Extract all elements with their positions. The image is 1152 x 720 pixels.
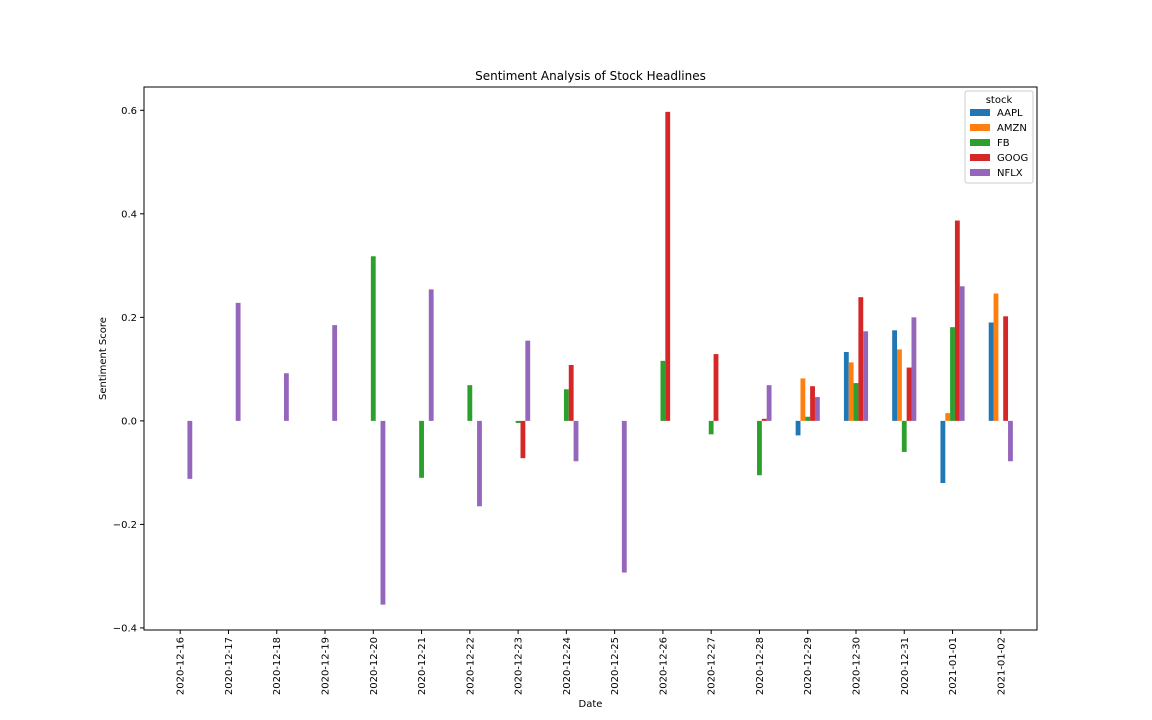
legend-swatch-goog [970, 154, 990, 161]
chart-title: Sentiment Analysis of Stock Headlines [475, 69, 706, 83]
legend-label-aapl: AAPL [997, 108, 1023, 119]
legend-items: AAPL AMZN FB GOOG NFLX [970, 108, 1028, 179]
bar-nflx-2020-12-18 [283, 373, 289, 421]
bar-goog-2020-12-30 [858, 297, 864, 421]
y-tick-label: −0.2 [113, 520, 137, 531]
bar-nflx-2020-12-22 [477, 420, 482, 507]
bar-nflx-2021-01-02 [1008, 420, 1013, 462]
x-tick-label: 2020-12-22 [465, 637, 476, 695]
x-tick-label: 2020-12-24 [562, 637, 573, 695]
legend-title: stock [986, 95, 1013, 106]
y-tick-label: 0.2 [121, 313, 137, 324]
bar-amzn-2020-12-30 [848, 362, 854, 421]
bar-nflx-2020-12-16 [187, 420, 193, 479]
legend-label-nflx: NFLX [997, 168, 1023, 179]
x-tick-label: 2020-12-29 [803, 637, 814, 695]
bar-fb-2020-12-24 [563, 389, 569, 421]
x-tick-label: 2020-12-28 [755, 637, 766, 695]
bar-goog-2020-12-24 [568, 364, 574, 421]
bars-layer [187, 111, 1013, 605]
bar-goog-2020-12-29 [810, 386, 815, 421]
x-tick-label: 2020-12-31 [900, 637, 911, 695]
legend-swatch-aapl [970, 109, 990, 116]
bar-aapl-2021-01-01 [940, 420, 946, 483]
bar-amzn-2021-01-01 [945, 413, 951, 421]
bar-nflx-2020-12-19 [332, 325, 338, 421]
bar-nflx-2020-12-31 [911, 317, 917, 421]
bar-nflx-2020-12-17 [235, 302, 241, 421]
bar-nflx-2020-12-20 [380, 420, 386, 605]
legend-swatch-nflx [970, 169, 990, 176]
bar-goog-2021-01-01 [954, 220, 960, 421]
x-tick-label: 2020-12-30 [851, 637, 862, 695]
legend-swatch-amzn [970, 124, 990, 131]
x-tick-label: 2020-12-26 [658, 637, 669, 695]
x-axis: 2020-12-16 2020-12-17 2020-12-18 2020-12-19… [176, 630, 1007, 695]
legend-label-fb: FB [997, 138, 1010, 149]
x-tick-label: 2021-01-02 [996, 637, 1007, 695]
legend: stock AAPL AMZN FB GOOG NFLX [964, 90, 1034, 184]
y-tick-label: 0.0 [121, 416, 137, 427]
bar-nflx-2020-12-25 [621, 420, 627, 573]
bar-goog-2021-01-02 [1003, 316, 1009, 421]
bar-nflx-2020-12-30 [863, 331, 869, 421]
bar-fb-2020-12-30 [853, 383, 859, 421]
bar-nflx-2020-12-28 [766, 385, 772, 421]
y-tick-label: −0.4 [113, 623, 137, 634]
bar-nflx-2020-12-29 [814, 397, 820, 421]
bar-fb-2020-12-20 [370, 256, 376, 421]
bar-aapl-2020-12-29 [795, 420, 801, 436]
bar-fb-2020-12-27 [708, 420, 714, 435]
bar-fb-2020-12-31 [901, 420, 907, 452]
bar-fb-2020-12-22 [467, 385, 473, 421]
bar-goog-2020-12-31 [906, 367, 912, 421]
bar-fb-2020-12-26 [660, 360, 666, 421]
bar-nflx-2020-12-24 [573, 420, 579, 462]
bar-fb-2021-01-01 [950, 327, 955, 421]
bar-fb-2020-12-21 [419, 420, 424, 478]
bar-nflx-2021-01-01 [959, 286, 965, 421]
y-axis: −0.4 −0.2 0.0 0.2 0.4 0.6 [113, 106, 144, 634]
bar-goog-2020-12-28 [761, 418, 767, 421]
bar-fb-2020-12-29 [805, 416, 811, 421]
x-tick-label: 2020-12-21 [417, 637, 428, 695]
y-tick-label: 0.4 [121, 209, 137, 220]
bar-amzn-2021-01-02 [993, 293, 999, 421]
legend-swatch-fb [970, 139, 990, 146]
bar-aapl-2020-12-30 [843, 352, 849, 421]
bar-amzn-2020-12-31 [897, 349, 902, 421]
x-axis-label: Date [579, 699, 603, 710]
bar-fb-2020-12-28 [757, 420, 762, 476]
x-tick-label: 2020-12-17 [224, 637, 235, 695]
bar-aapl-2021-01-02 [988, 322, 994, 421]
bar-nflx-2020-12-21 [428, 289, 434, 421]
x-tick-label: 2021-01-01 [948, 637, 959, 695]
x-tick-label: 2020-12-16 [176, 637, 187, 695]
bar-goog-2020-12-23 [520, 420, 526, 459]
plot-frame [143, 86, 1038, 631]
bar-fb-2020-12-23 [515, 420, 521, 423]
bar-amzn-2020-12-29 [800, 378, 806, 421]
y-tick-label: 0.6 [121, 106, 137, 117]
x-tick-label: 2020-12-20 [369, 637, 380, 695]
bar-aapl-2020-12-31 [892, 330, 898, 421]
bar-goog-2020-12-26 [665, 111, 671, 421]
y-axis-label: Sentiment Score [98, 317, 109, 400]
x-tick-label: 2020-12-23 [514, 637, 525, 695]
legend-label-amzn: AMZN [997, 123, 1027, 134]
x-tick-label: 2020-12-27 [707, 637, 718, 695]
x-tick-label: 2020-12-25 [610, 637, 621, 695]
bar-nflx-2020-12-23 [525, 340, 531, 421]
x-tick-label: 2020-12-18 [272, 637, 283, 695]
bar-goog-2020-12-27 [713, 354, 719, 421]
legend-label-goog: GOOG [997, 153, 1028, 164]
x-tick-label: 2020-12-19 [321, 637, 332, 695]
